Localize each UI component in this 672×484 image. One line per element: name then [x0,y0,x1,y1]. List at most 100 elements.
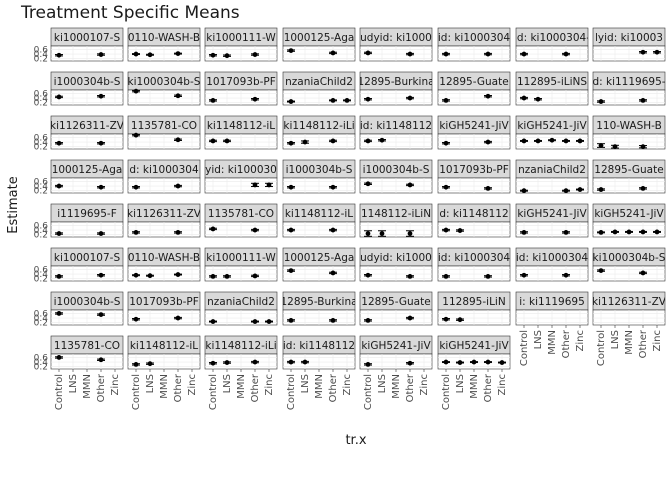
facet-label: ki1148112-iL [285,208,353,220]
facet-panel: 12895-Guate [359,291,433,326]
x-tick-label: Control [519,330,530,366]
facet-label: id: ki1000304- [514,32,590,44]
facet-label: id: ki1000304 [438,32,511,44]
data-point [210,226,216,232]
y-tick-label: 0.2 [34,363,48,373]
data-point [133,229,139,235]
data-point [266,182,272,188]
data-point [365,317,371,323]
data-point [407,51,413,57]
facet-panel: udyid: ki1000 [359,247,433,282]
x-tick-label: LNS [455,374,466,393]
facet-panel: 0110-WASH-B [127,27,201,62]
facet-panel: kiGH5241-JiV [515,115,589,150]
data-point [56,52,62,58]
facet-panel: i1000304b-S 0.60.40.2 [34,291,124,329]
facet-label: 12895-Guate [439,76,508,88]
x-tick-label: Other [250,373,261,402]
facet-panel: ki1000304b-S [127,71,201,106]
data-point [598,143,604,148]
y-tick-label: 0.2 [34,55,48,65]
x-tick-label: Zinc [342,374,353,395]
data-point [288,268,294,274]
x-tick-label: Other [405,373,416,402]
facet-panel: ki1000304b-S [592,247,666,282]
y-tick-label: 0.4 [34,314,49,324]
data-point [365,231,371,236]
x-tick-label: Other [483,373,494,402]
data-point [288,140,294,146]
facet-label: kiGH5241-JiV [439,340,509,352]
y-tick-label: 0.4 [34,50,49,60]
data-point [98,231,104,236]
y-axis-title: Estimate [6,176,21,233]
data-point [563,188,569,194]
data-point [210,97,216,103]
data-point [612,229,618,235]
data-point [485,51,491,57]
data-point [56,273,62,279]
data-point [407,360,413,366]
x-tick-label: Zinc [110,374,121,395]
y-tick-label: 0.4 [34,94,49,104]
data-point [288,48,294,54]
x-tick-label: MMN [159,374,170,399]
data-point [175,315,181,321]
data-point [147,361,153,367]
data-point [56,231,62,236]
facet-label: nzaniaChild2 [285,76,353,88]
data-point [563,51,569,57]
facet-panel: 0110-WASH-B [127,247,201,282]
x-tick-label: Other [173,373,184,402]
facet-panel: 1017093b-PF [127,291,201,326]
data-point [288,99,294,104]
facet-panel: ki1148112-iLi [282,115,356,150]
facet-label: udyid: ki1000 [360,32,432,44]
x-tick-label: LNS [300,374,311,393]
facet-panel: 12895-Burkina [359,71,433,106]
facet-panel: 1017093b-PF [204,71,278,106]
facet-panel: kiGH5241-JiV [359,335,433,370]
facet-label: i1000304b-S [54,76,121,88]
data-point [407,182,413,188]
data-point [302,359,308,365]
data-point [499,360,505,365]
facet-label: ki1148112-iL [207,120,275,132]
y-tick-label: 0.2 [34,275,48,285]
facet-panel: ki1000111-W [204,27,278,62]
data-point [640,270,646,276]
facet-panel: ki1148112-iLi [204,335,278,370]
data-point [252,359,258,365]
facet-label: 1000125-Aga [284,252,355,264]
data-point [485,139,491,145]
data-point [98,184,104,190]
data-point [224,360,230,365]
data-point [330,184,336,190]
facet-panel: ki1126311-ZV [592,291,666,326]
y-tick-label: 0.6 [34,221,49,231]
data-point [266,319,272,324]
data-point [365,96,371,102]
data-point [98,357,104,363]
facet-panel: id: ki1000304 [437,247,511,282]
facet-label: kiGH5241-JiV [439,120,509,132]
facet-panel: i: ki1119695 [515,291,589,326]
data-point [210,360,216,366]
y-tick-label: 0.2 [34,187,48,197]
data-point [535,138,541,144]
data-point [56,94,62,100]
data-point [288,227,294,233]
x-tick-label: Other [328,373,339,402]
data-point [598,229,604,235]
x-axis-title: tr.x [345,433,366,448]
x-tick-label: MMN [469,374,480,399]
data-point [485,359,491,365]
facet-label: 1017093b-PF [206,76,276,88]
data-point [443,97,449,103]
data-point [549,137,555,143]
data-point [98,93,104,99]
data-point [443,227,449,233]
y-tick-label: 0.4 [34,182,49,192]
facet-panel: id: ki1000304- [514,27,590,62]
